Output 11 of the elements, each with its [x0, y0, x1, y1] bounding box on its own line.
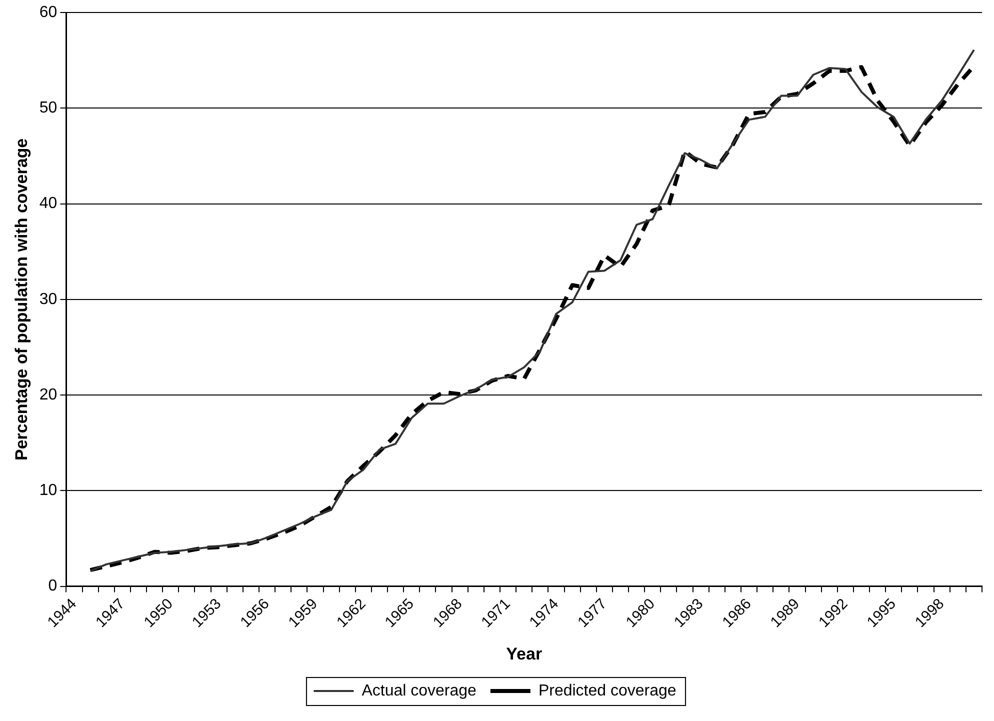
- x-axis-title: Year: [506, 644, 542, 664]
- legend-label: Actual coverage: [362, 682, 477, 700]
- y-tick-label: 10: [39, 482, 58, 500]
- y-tick-label: 0: [48, 578, 58, 595]
- y-tick-label: 20: [39, 386, 58, 404]
- y-tick-label: 30: [39, 290, 58, 308]
- y-axis-title: Percentage of population with coverage: [12, 138, 31, 460]
- y-tick-label: 60: [39, 4, 58, 22]
- y-tick-label: 40: [39, 195, 58, 212]
- y-tick-label: 50: [39, 100, 58, 117]
- legend-label: Predicted coverage: [538, 682, 676, 700]
